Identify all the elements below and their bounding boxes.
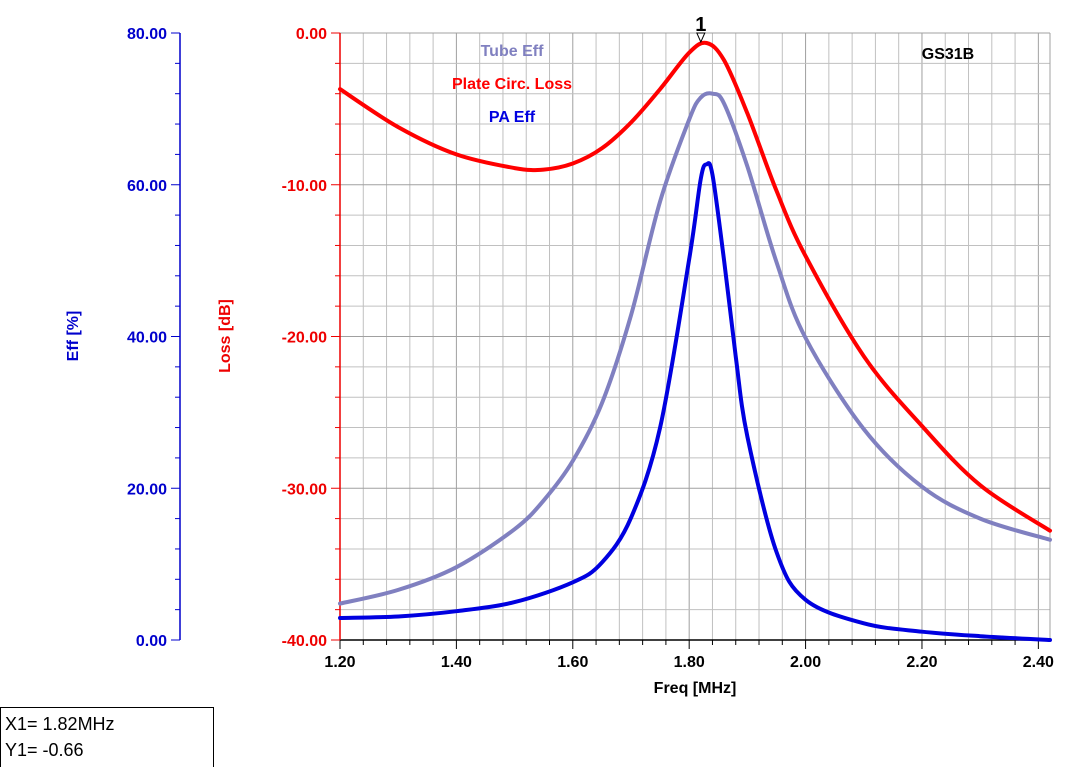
loss-tick-label: -30.00: [282, 481, 327, 498]
x-tick-label: 1.20: [324, 654, 355, 671]
marker-label: 1: [695, 14, 706, 36]
x-axis-title: Freq [MHz]: [654, 680, 737, 697]
x-tick-label: 2.20: [906, 654, 937, 671]
x-tick-label: 1.40: [441, 654, 472, 671]
pa-eff-line: [338, 161, 1052, 642]
eff-tick-label: 40.00: [127, 330, 167, 347]
marker-x-readout: X1= 1.82MHz: [5, 714, 115, 734]
loss-axis-title: Loss [dB]: [217, 299, 234, 373]
legend-plate-circ-loss: Plate Circ. Loss: [452, 76, 572, 93]
loss-tick-label: -40.00: [282, 633, 327, 650]
legend-pa-eff: PA Eff: [489, 109, 536, 126]
loss-tick-label: -20.00: [282, 330, 327, 347]
loss-tick-label: 0.00: [296, 26, 327, 43]
plate-circ-loss-line: [338, 40, 1052, 533]
grid: [340, 33, 1050, 640]
x-tick-label: 1.80: [674, 654, 705, 671]
tube-eff-line: [338, 91, 1052, 606]
legend-tube-eff: Tube Eff: [481, 43, 544, 60]
eff-tick-label: 80.00: [127, 26, 167, 43]
eff-axis-title: Eff [%]: [65, 311, 82, 362]
eff-tick-label: 60.00: [127, 178, 167, 195]
marker-readout: X1= 1.82MHz Y1= -0.66: [0, 707, 214, 767]
marker-y-readout: Y1= -0.66: [5, 740, 84, 760]
loss-tick-label: -10.00: [282, 178, 327, 195]
x-tick-label: 2.00: [790, 654, 821, 671]
eff-tick-label: 20.00: [127, 481, 167, 498]
chart-title: GS31B: [922, 46, 974, 63]
chart: 1.20 1.40 1.60 1.80 2.00 2.20 2.40 Freq [MHz] -4…: [65, 14, 1054, 697]
eff-tick-label: 0.00: [136, 633, 167, 650]
x-tick-label: 1.60: [557, 654, 588, 671]
x-tick-label: 2.40: [1023, 654, 1054, 671]
marker-icon: [696, 32, 706, 44]
